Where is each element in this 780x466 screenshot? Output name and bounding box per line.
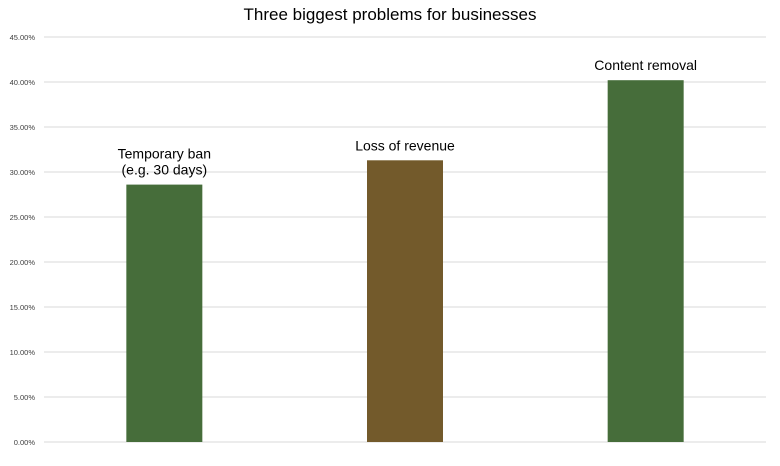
y-tick-label: 20.00% <box>10 258 36 267</box>
bar-category-label: Loss of revenue <box>355 137 455 153</box>
bar <box>126 184 203 442</box>
bar-category-label: Temporary ban (e.g. 30 days) <box>118 146 211 178</box>
y-axis-ticks: 0.00% 5.00% 10.00% 15.00% 20.00% 25.00% 30.00%… <box>10 33 36 447</box>
y-tick-label: 35.00% <box>10 123 36 132</box>
y-tick-label: 25.00% <box>10 213 36 222</box>
y-tick-label: 10.00% <box>10 348 36 357</box>
y-tick-label: 15.00% <box>10 303 36 312</box>
bar <box>607 80 684 442</box>
data-labels: Temporary ban (e.g. 30 days) Loss of reven… <box>118 57 697 177</box>
y-tick-label: 0.00% <box>14 438 36 447</box>
y-tick-label: 5.00% <box>14 393 36 402</box>
bar <box>367 160 443 443</box>
y-tick-label: 45.00% <box>10 33 36 42</box>
chart-title: Three biggest problems for businesses <box>244 5 537 24</box>
y-tick-label: 30.00% <box>10 168 36 177</box>
bar-category-label: Content removal <box>594 57 697 73</box>
bars <box>126 80 684 443</box>
y-tick-label: 40.00% <box>10 78 36 87</box>
